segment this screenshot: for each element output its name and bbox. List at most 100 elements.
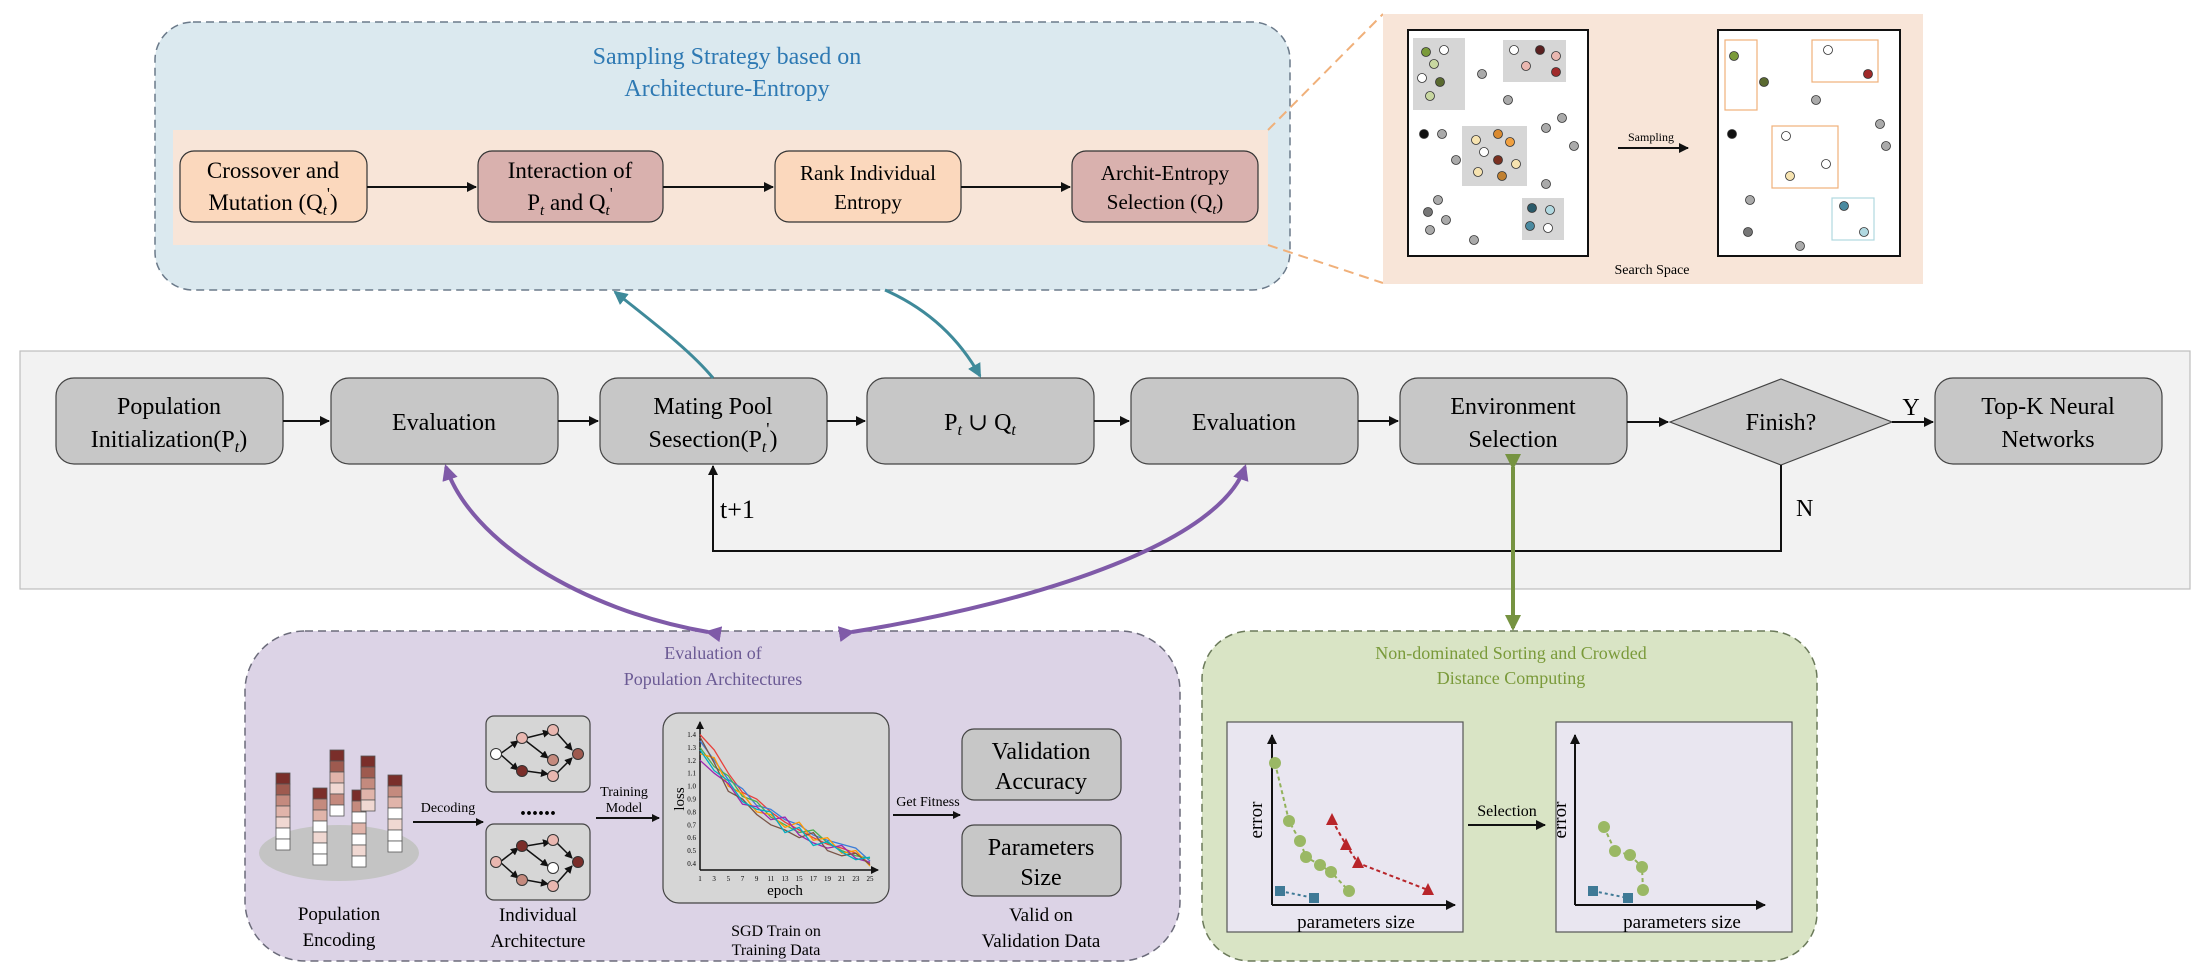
rank-line2: Entropy: [834, 190, 902, 214]
loss-chart-x-tick: 21: [838, 875, 846, 883]
architecture-ellipsis: ......: [520, 795, 556, 821]
parameters-size-line1: Parameters: [988, 835, 1095, 861]
nds-title-line2: Distance Computing: [1437, 668, 1585, 688]
loss-chart-x-tick: 9: [755, 875, 759, 883]
top-k-line1: Top-K Neural: [1981, 394, 2115, 420]
parameters-size-line2: Size: [1020, 865, 1061, 891]
search-space-caption: Search Space: [1614, 263, 1689, 278]
loss-chart-xlabel: epoch: [767, 883, 803, 899]
plot1-ylabel: error: [1246, 801, 1267, 839]
crossover-line1: Crossover and: [207, 158, 340, 183]
loss-chart-x-tick: 25: [867, 875, 875, 883]
plot2-ylabel: error: [1550, 801, 1571, 839]
loss-series-line-5: [699, 759, 871, 863]
valid-caption-line1: Valid on: [1009, 905, 1073, 926]
loss-chart-x-tick: 3: [712, 875, 716, 883]
finish-label: Finish?: [1746, 410, 1817, 436]
loop-label: t+1: [720, 495, 755, 524]
population-encoding-stacks: [275, 749, 403, 868]
get-fitness-label: Get Fitness: [896, 795, 959, 810]
evaluation-1-label: Evaluation: [392, 410, 496, 436]
plot1-xlabel: parameters size: [1297, 912, 1415, 933]
pareto-front-red: [1326, 813, 1434, 895]
decoding-label: Decoding: [421, 801, 475, 816]
environment-line2: Selection: [1468, 427, 1557, 453]
teal-arrow-up: [613, 290, 715, 379]
loss-chart-y-tick: 1.0: [687, 783, 696, 791]
population-init-line2: Initialization(Pt): [91, 427, 247, 456]
rank-line1: Rank Individual: [800, 161, 936, 185]
loss-chart-x-tick: 7: [741, 875, 745, 883]
loss-chart-x-tick: 23: [852, 875, 860, 883]
top-k-line2: Networks: [2001, 427, 2094, 453]
evaluation-panel: Evaluation of Population Architectures: [244, 630, 1181, 962]
loss-series-line-3: [699, 747, 871, 860]
archit-entropy-box: [1071, 150, 1259, 223]
union-label: Pt ∪ Qt: [944, 410, 1016, 439]
loss-chart-y-tick: 0.5: [687, 847, 696, 855]
sampling-strategy-panel: Sampling Strategy based on Architecture-…: [154, 21, 1291, 291]
search-space-sampled: [1717, 29, 1901, 257]
eval-title-line2: Population Architectures: [624, 669, 802, 689]
valid-caption-line2: Validation Data: [982, 931, 1101, 952]
loss-chart-y-tick: 0.9: [687, 796, 696, 804]
loss-series-line-4: [699, 753, 871, 867]
sgd-caption-line2: Training Data: [732, 942, 821, 959]
loss-chart-y-tick: 0.6: [687, 834, 696, 842]
validation-accuracy-line1: Validation: [992, 739, 1091, 765]
population-encoding-base: [259, 825, 419, 881]
loss-chart-x-tick: 19: [824, 875, 832, 883]
loss-series-line-2: [699, 740, 871, 862]
loss-chart-y-tick: 1.3: [687, 744, 696, 752]
individual-arch-line1: Individual: [499, 905, 577, 926]
search-space-panel: Sampling Search Space: [1383, 14, 1923, 284]
sampling-title-line2: Architecture-Entropy: [624, 76, 829, 102]
eval-title-line1: Evaluation of: [664, 643, 761, 663]
loss-series-line-1: [699, 734, 871, 865]
population-init-line1: Population: [117, 394, 221, 420]
loss-chart-y-tick: 1.4: [687, 731, 696, 739]
yes-label: Y: [1902, 395, 1919, 421]
mating-pool-line1: Mating Pool: [653, 394, 773, 420]
plot2-xlabel: parameters size: [1623, 912, 1741, 933]
crossover-line2: Mutation (Qt'): [208, 184, 337, 219]
sgd-caption-line1: SGD Train on: [731, 923, 821, 940]
archit-line1: Archit-Entropy: [1101, 161, 1230, 185]
selected-front-green: [1598, 821, 1649, 896]
nds-panel: Non-dominated Sorting and Crowded Distan…: [1201, 630, 1818, 962]
purple-arrow-right: [837, 464, 1249, 642]
interaction-line1: Interaction of: [508, 158, 633, 183]
loss-chart-x-tick: 5: [727, 875, 731, 883]
validation-accuracy-line2: Accuracy: [995, 769, 1087, 795]
selection-label: Selection: [1477, 803, 1537, 820]
loss-chart-frame: [662, 712, 890, 904]
mating-pool-line2: Sesection(Pt'): [648, 419, 777, 456]
top-k-node: [1934, 377, 2163, 465]
archit-line2: Selection (Qt): [1107, 190, 1223, 218]
loss-series-line-6: [699, 736, 871, 866]
sampling-title-line1: Sampling Strategy based on: [593, 44, 862, 70]
no-label: N: [1796, 496, 1813, 522]
loss-chart-y-tick: 1.2: [687, 757, 696, 765]
loss-chart-x-tick: 1: [698, 875, 702, 883]
loss-chart-ylabel: loss: [672, 787, 688, 811]
training-label-line1: Training: [600, 785, 648, 800]
pareto-plot-before: [1226, 721, 1464, 933]
search-space-points: [1417, 45, 1579, 245]
architecture-graph-2: [485, 823, 591, 901]
teal-arrow-down: [884, 288, 982, 378]
loss-chart-y-tick: 0.8: [687, 808, 696, 816]
loss-chart-y-tick: 1.1: [687, 770, 696, 778]
loss-chart-x-tick: 15: [796, 875, 804, 883]
pop-encoding-line2: Encoding: [303, 930, 376, 951]
sampling-label: Sampling: [1628, 130, 1674, 144]
loss-chart: 1 3 5 7 9 11 13 15 17 19 21 23 250.40.50.60.70.80.91…: [672, 721, 879, 899]
training-label-line2: Model: [606, 801, 643, 816]
sampled-points: [1724, 39, 1891, 251]
purple-arrow-left: [442, 464, 723, 643]
pareto-plot-after: [1555, 721, 1793, 933]
loss-series-line-7: [699, 749, 871, 861]
environment-line1: Environment: [1450, 394, 1576, 420]
zoom-connector-bottom: [1267, 244, 1384, 284]
